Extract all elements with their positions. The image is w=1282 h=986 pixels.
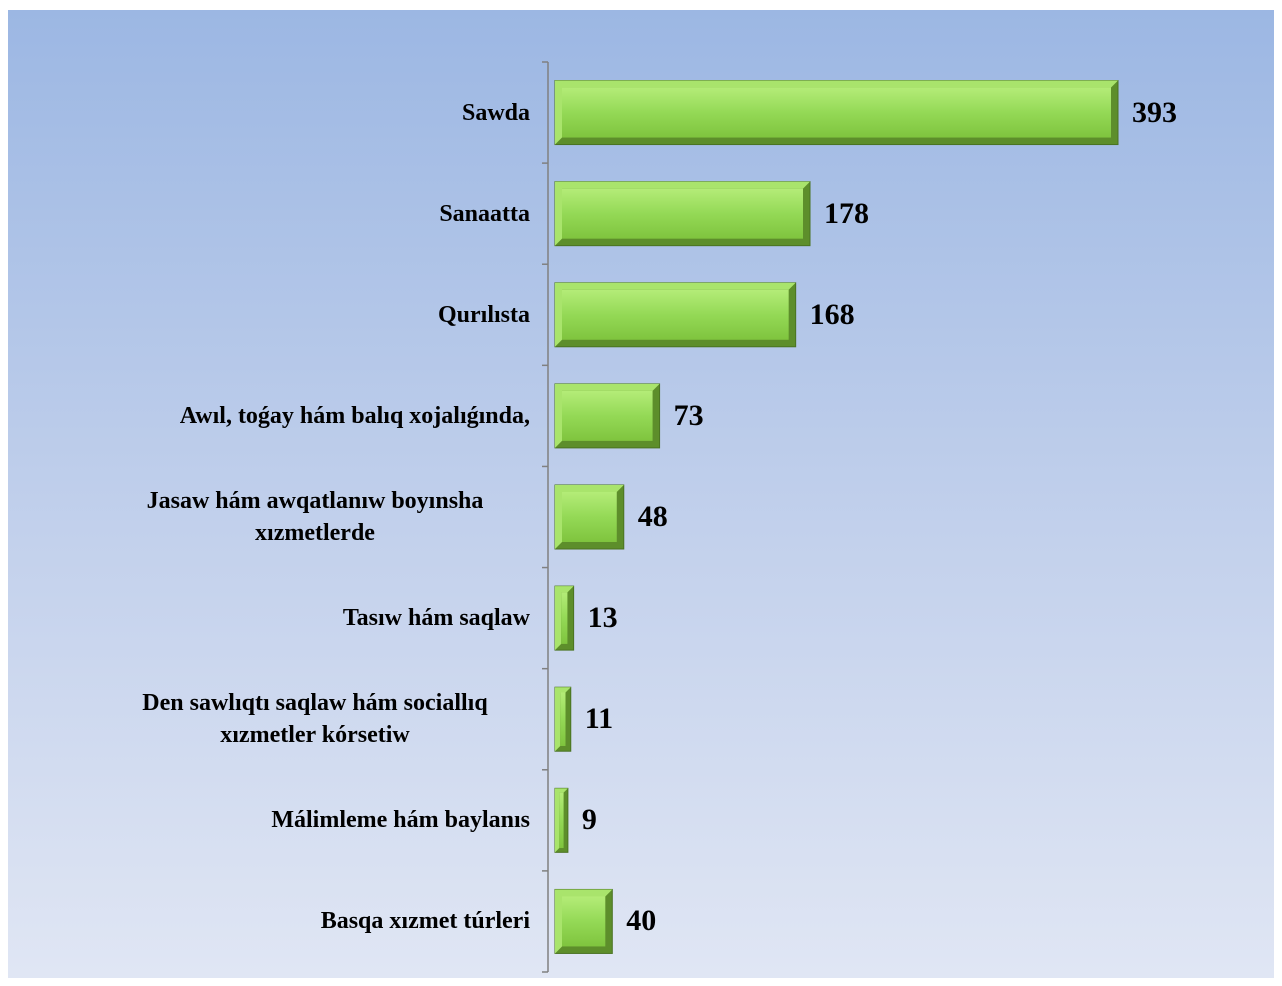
bar-face bbox=[561, 592, 568, 644]
value-label: 13 bbox=[587, 601, 618, 635]
bar-face bbox=[560, 692, 566, 746]
value-label: 40 bbox=[626, 904, 657, 938]
category-label: Awıl, toǵay hám balıq xojalıǵında, bbox=[179, 402, 530, 429]
value-label: 178 bbox=[823, 196, 869, 230]
category-label: Den sawlıqtı saqlaw hám sociallıq xızmet… bbox=[142, 690, 488, 749]
bar-face bbox=[562, 390, 653, 441]
bar-bevel bbox=[555, 586, 574, 651]
bar-bevel bbox=[555, 889, 613, 954]
category-label: Basqa xızmet túrleri bbox=[320, 908, 530, 935]
value-label: 168 bbox=[809, 297, 855, 331]
bar-face bbox=[562, 87, 1111, 138]
bar-bevel bbox=[555, 485, 624, 549]
bar-bevel bbox=[555, 80, 1118, 145]
category-label: Jasaw hám awqatlanıw boyınsha xızmetlerd… bbox=[146, 488, 484, 546]
value-label: 393 bbox=[1132, 95, 1177, 129]
bar-bevel bbox=[555, 282, 796, 347]
category-label: Tasıw hám saqlaw bbox=[342, 605, 530, 632]
bar-face bbox=[562, 896, 606, 947]
value-label: 11 bbox=[584, 702, 614, 736]
value-label: 73 bbox=[673, 398, 704, 432]
category-label: Sanaatta bbox=[439, 200, 530, 227]
bar-face bbox=[562, 188, 803, 239]
bar-bevel bbox=[555, 687, 571, 752]
category-label: Qurılısta bbox=[437, 301, 530, 328]
category-label: Málimleme hám baylanıs bbox=[271, 807, 530, 834]
category-label: Sawda bbox=[461, 99, 530, 126]
bar-bevel bbox=[555, 181, 810, 246]
plot-area bbox=[8, 10, 1274, 978]
bar-face bbox=[562, 492, 617, 542]
bar-bevel bbox=[555, 383, 660, 448]
bar-bevel bbox=[555, 788, 568, 853]
bar-face bbox=[562, 289, 789, 340]
value-label: 9 bbox=[581, 803, 597, 837]
bar-face bbox=[559, 792, 564, 849]
value-label: 48 bbox=[637, 500, 668, 533]
